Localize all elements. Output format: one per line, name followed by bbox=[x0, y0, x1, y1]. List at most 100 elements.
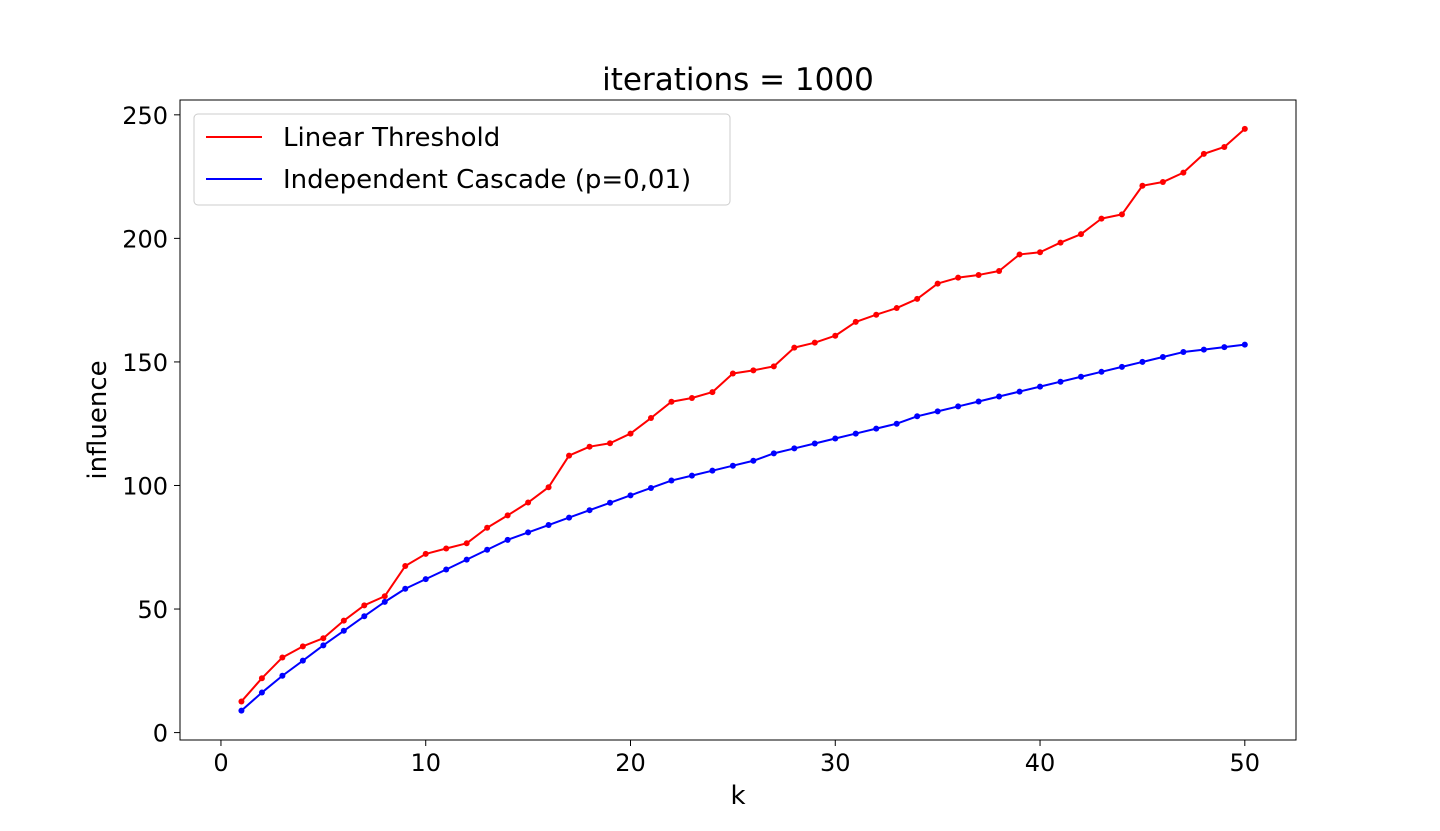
series-0-point bbox=[832, 332, 839, 339]
series-1-point bbox=[566, 514, 573, 521]
series-0-point bbox=[258, 675, 265, 682]
x-axis-title: k bbox=[730, 781, 745, 811]
series-0-point bbox=[627, 430, 634, 437]
series-0-point bbox=[463, 540, 470, 547]
series-1-point bbox=[607, 499, 614, 506]
series-0-point bbox=[1221, 143, 1228, 150]
series-0-point bbox=[381, 593, 388, 600]
series-0-point bbox=[729, 370, 736, 377]
series-1-point bbox=[750, 457, 757, 464]
series-0-point bbox=[1057, 239, 1064, 246]
series-1-point bbox=[279, 672, 286, 679]
series-1-point bbox=[504, 536, 511, 543]
series-0-point bbox=[668, 398, 675, 405]
legend-frame bbox=[193, 113, 731, 206]
series-1-point bbox=[1098, 368, 1105, 375]
series-0-point bbox=[1016, 251, 1023, 258]
series-0-point bbox=[1180, 169, 1187, 176]
series-1-point bbox=[770, 450, 777, 457]
series-0-point bbox=[791, 344, 798, 351]
series-0-point bbox=[545, 484, 552, 491]
series-1-point bbox=[1221, 344, 1228, 351]
series-1-point bbox=[627, 492, 634, 499]
series-line-1 bbox=[240, 343, 1245, 712]
plot-lines bbox=[240, 128, 1246, 712]
y-axis-ticks: 0 50 100 150 200 250 bbox=[122, 102, 180, 748]
x-tick-label: 50 bbox=[1230, 749, 1261, 777]
series-0-point bbox=[586, 443, 593, 450]
series-0-point bbox=[893, 305, 900, 312]
series-1-point bbox=[996, 393, 1003, 400]
series-0-point bbox=[484, 524, 491, 531]
series-0-point bbox=[299, 643, 306, 650]
series-1-point bbox=[361, 613, 368, 620]
series-0-point bbox=[1159, 179, 1166, 186]
y-tick-label: 250 bbox=[122, 102, 168, 130]
legend: Linear Threshold Independent Cascade (p=… bbox=[193, 113, 731, 206]
series-1-point bbox=[1159, 353, 1166, 360]
series-1-point bbox=[893, 420, 900, 427]
series-1-point bbox=[668, 477, 675, 484]
series-0-point bbox=[770, 363, 777, 370]
series-0-point bbox=[709, 389, 716, 396]
series-1-point bbox=[463, 556, 470, 563]
series-0-point bbox=[934, 280, 941, 287]
series-1-point bbox=[1037, 383, 1044, 390]
y-axis-title: influence bbox=[83, 360, 113, 479]
series-1-point bbox=[709, 467, 716, 474]
y-tick-label: 150 bbox=[122, 349, 168, 377]
series-1-point bbox=[484, 546, 491, 553]
series-0-point bbox=[525, 499, 532, 506]
series-1-point bbox=[258, 689, 265, 696]
series-1-point bbox=[381, 598, 388, 605]
x-axis-ticks: 0 10 20 30 40 50 bbox=[213, 740, 1260, 777]
series-0-point bbox=[811, 339, 818, 346]
series-0-point bbox=[852, 318, 859, 325]
series-0-point bbox=[238, 698, 245, 705]
series-0-point bbox=[422, 550, 429, 557]
x-tick-label: 30 bbox=[820, 749, 851, 777]
series-0-point bbox=[1200, 150, 1207, 157]
series-0-point bbox=[504, 512, 511, 519]
series-1-point bbox=[1139, 358, 1146, 365]
y-tick-label: 200 bbox=[122, 225, 168, 253]
series-1-point bbox=[443, 566, 450, 573]
series-1-point bbox=[688, 472, 695, 479]
y-tick-label: 0 bbox=[153, 720, 168, 748]
series-1-point bbox=[832, 435, 839, 442]
x-tick-label: 10 bbox=[410, 749, 441, 777]
series-1-point bbox=[1200, 346, 1207, 353]
series-1-point bbox=[422, 576, 429, 583]
series-1-point bbox=[525, 529, 532, 536]
series-1-point bbox=[586, 507, 593, 514]
series-1-point bbox=[975, 398, 982, 405]
series-1-point bbox=[238, 707, 245, 714]
series-1-point bbox=[852, 430, 859, 437]
series-0-point bbox=[443, 545, 450, 552]
plot-frame bbox=[179, 99, 1297, 741]
series-0-point bbox=[1098, 215, 1105, 222]
series-0-point bbox=[975, 271, 982, 278]
series-1-point bbox=[1118, 363, 1125, 370]
series-line-0 bbox=[240, 128, 1246, 703]
chart-title: iterations = 1000 bbox=[602, 62, 874, 98]
series-1-point bbox=[934, 408, 941, 415]
legend-label-independent-cascade: Independent Cascade (p=0,01) bbox=[283, 165, 691, 195]
x-tick-label: 40 bbox=[1025, 749, 1056, 777]
series-0-point bbox=[996, 268, 1003, 274]
series-0-point bbox=[566, 452, 573, 459]
plot-points bbox=[238, 125, 1248, 714]
series-1-point bbox=[791, 445, 798, 452]
series-0-point bbox=[750, 367, 757, 374]
series-1-point bbox=[811, 440, 818, 447]
y-tick-label: 100 bbox=[122, 472, 168, 500]
series-0-point bbox=[1139, 182, 1146, 189]
series-1-point bbox=[955, 403, 962, 410]
series-1-point bbox=[1180, 349, 1187, 356]
series-0-point bbox=[361, 602, 368, 609]
series-0-point bbox=[688, 395, 695, 402]
series-1-point bbox=[402, 585, 409, 592]
series-0-point bbox=[320, 635, 327, 642]
series-1-point bbox=[1241, 341, 1248, 348]
